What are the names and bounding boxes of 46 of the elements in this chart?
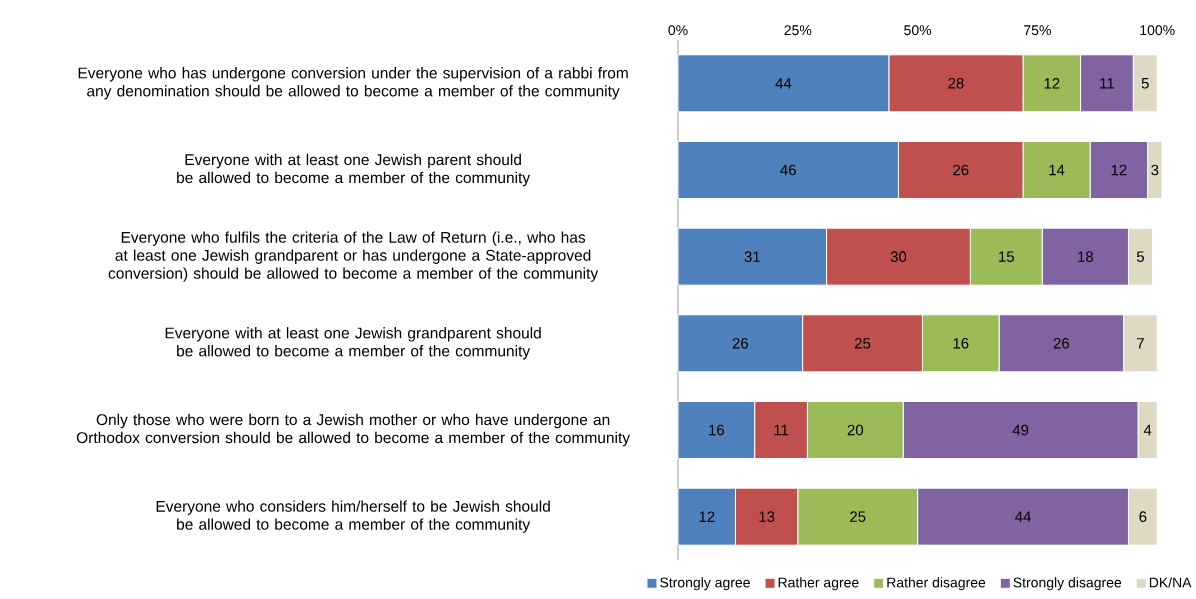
legend-label: Strongly agree [660, 577, 750, 591]
y-tick-label: Everyone who has undergone conversion under the supervision of a rabbi from any denomination should be allowed to become a member of the community [78, 67, 628, 100]
data-label: 20 [847, 424, 864, 436]
data-label: 6 [1139, 511, 1147, 522]
data-label: 25 [854, 338, 871, 349]
y-tick-label: Everyone who fulfils the criteria of the Law of Return (i.e., who has at least one Jewish grandparent or has undergone a State-approved conversion) should be allowed to become a member of the community [108, 231, 599, 282]
data-label: 31 [744, 251, 760, 262]
data-label: 44 [775, 78, 792, 89]
y-tick-label: Everyone who considers him/herself to be Jewish should be allowed to become a member of the community [156, 500, 550, 533]
data-label: 44 [1015, 511, 1031, 522]
data-label: 15 [999, 251, 1014, 262]
legend-label: Strongly disagree [1013, 577, 1122, 591]
data-label: 5 [1136, 251, 1144, 262]
legend-label: DK/NA [1149, 577, 1192, 588]
data-label: 26 [732, 338, 748, 349]
x-tick-label: 50% [904, 25, 932, 36]
y-tick-label: Everyone with at least one Jewish parent should be allowed to become a member of the community [177, 153, 531, 187]
y-tick-label: Only those who were born to a Jewish mother or who have undergone an Orthodox conversion should be allowed to become a member of the community [76, 413, 630, 447]
data-label: 49 [1012, 424, 1029, 436]
x-tick-label: 25% [784, 25, 812, 36]
data-label: 3 [1151, 164, 1159, 176]
y-tick-label: Everyone with at least one Jewish grandparent should be allowed to become a member of the community [165, 327, 541, 360]
data-label: 28 [948, 78, 964, 89]
data-label: 25 [850, 511, 866, 522]
data-label: 4 [1143, 424, 1152, 436]
x-tick-label: 0% [668, 25, 688, 36]
data-label: 12 [699, 511, 715, 522]
data-label: 16 [953, 338, 969, 349]
data-label: 11 [774, 424, 789, 436]
data-label: 13 [759, 511, 775, 522]
data-label: 12 [1044, 78, 1060, 89]
data-label: 26 [953, 164, 969, 176]
data-label: 18 [1078, 251, 1094, 262]
data-label: 5 [1141, 78, 1149, 89]
x-tick-label: 100% [1140, 25, 1175, 36]
data-label: 30 [890, 251, 907, 262]
data-label: 7 [1137, 338, 1144, 349]
x-tick-label: 75% [1024, 25, 1051, 36]
data-label: 11 [1100, 78, 1114, 89]
data-label: 12 [1111, 164, 1127, 176]
data-label: 16 [709, 424, 725, 436]
legend-label: Rather agree [778, 577, 859, 591]
legend-label: Rather disagree [887, 577, 986, 591]
data-label: 14 [1049, 164, 1065, 176]
data-label: 26 [1053, 338, 1070, 349]
data-label: 46 [780, 164, 796, 176]
